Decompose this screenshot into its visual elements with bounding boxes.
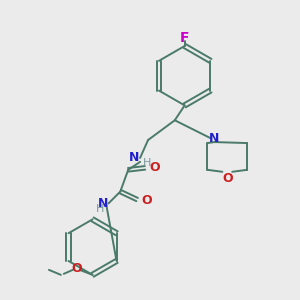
Text: H: H <box>96 204 105 214</box>
Text: N: N <box>98 197 108 210</box>
Text: O: O <box>222 172 232 185</box>
Text: O: O <box>141 194 152 207</box>
Text: O: O <box>149 161 160 174</box>
Text: N: N <box>209 132 220 145</box>
Text: H: H <box>143 158 151 168</box>
Text: F: F <box>180 31 189 45</box>
Text: O: O <box>71 262 82 275</box>
Text: N: N <box>129 152 139 164</box>
